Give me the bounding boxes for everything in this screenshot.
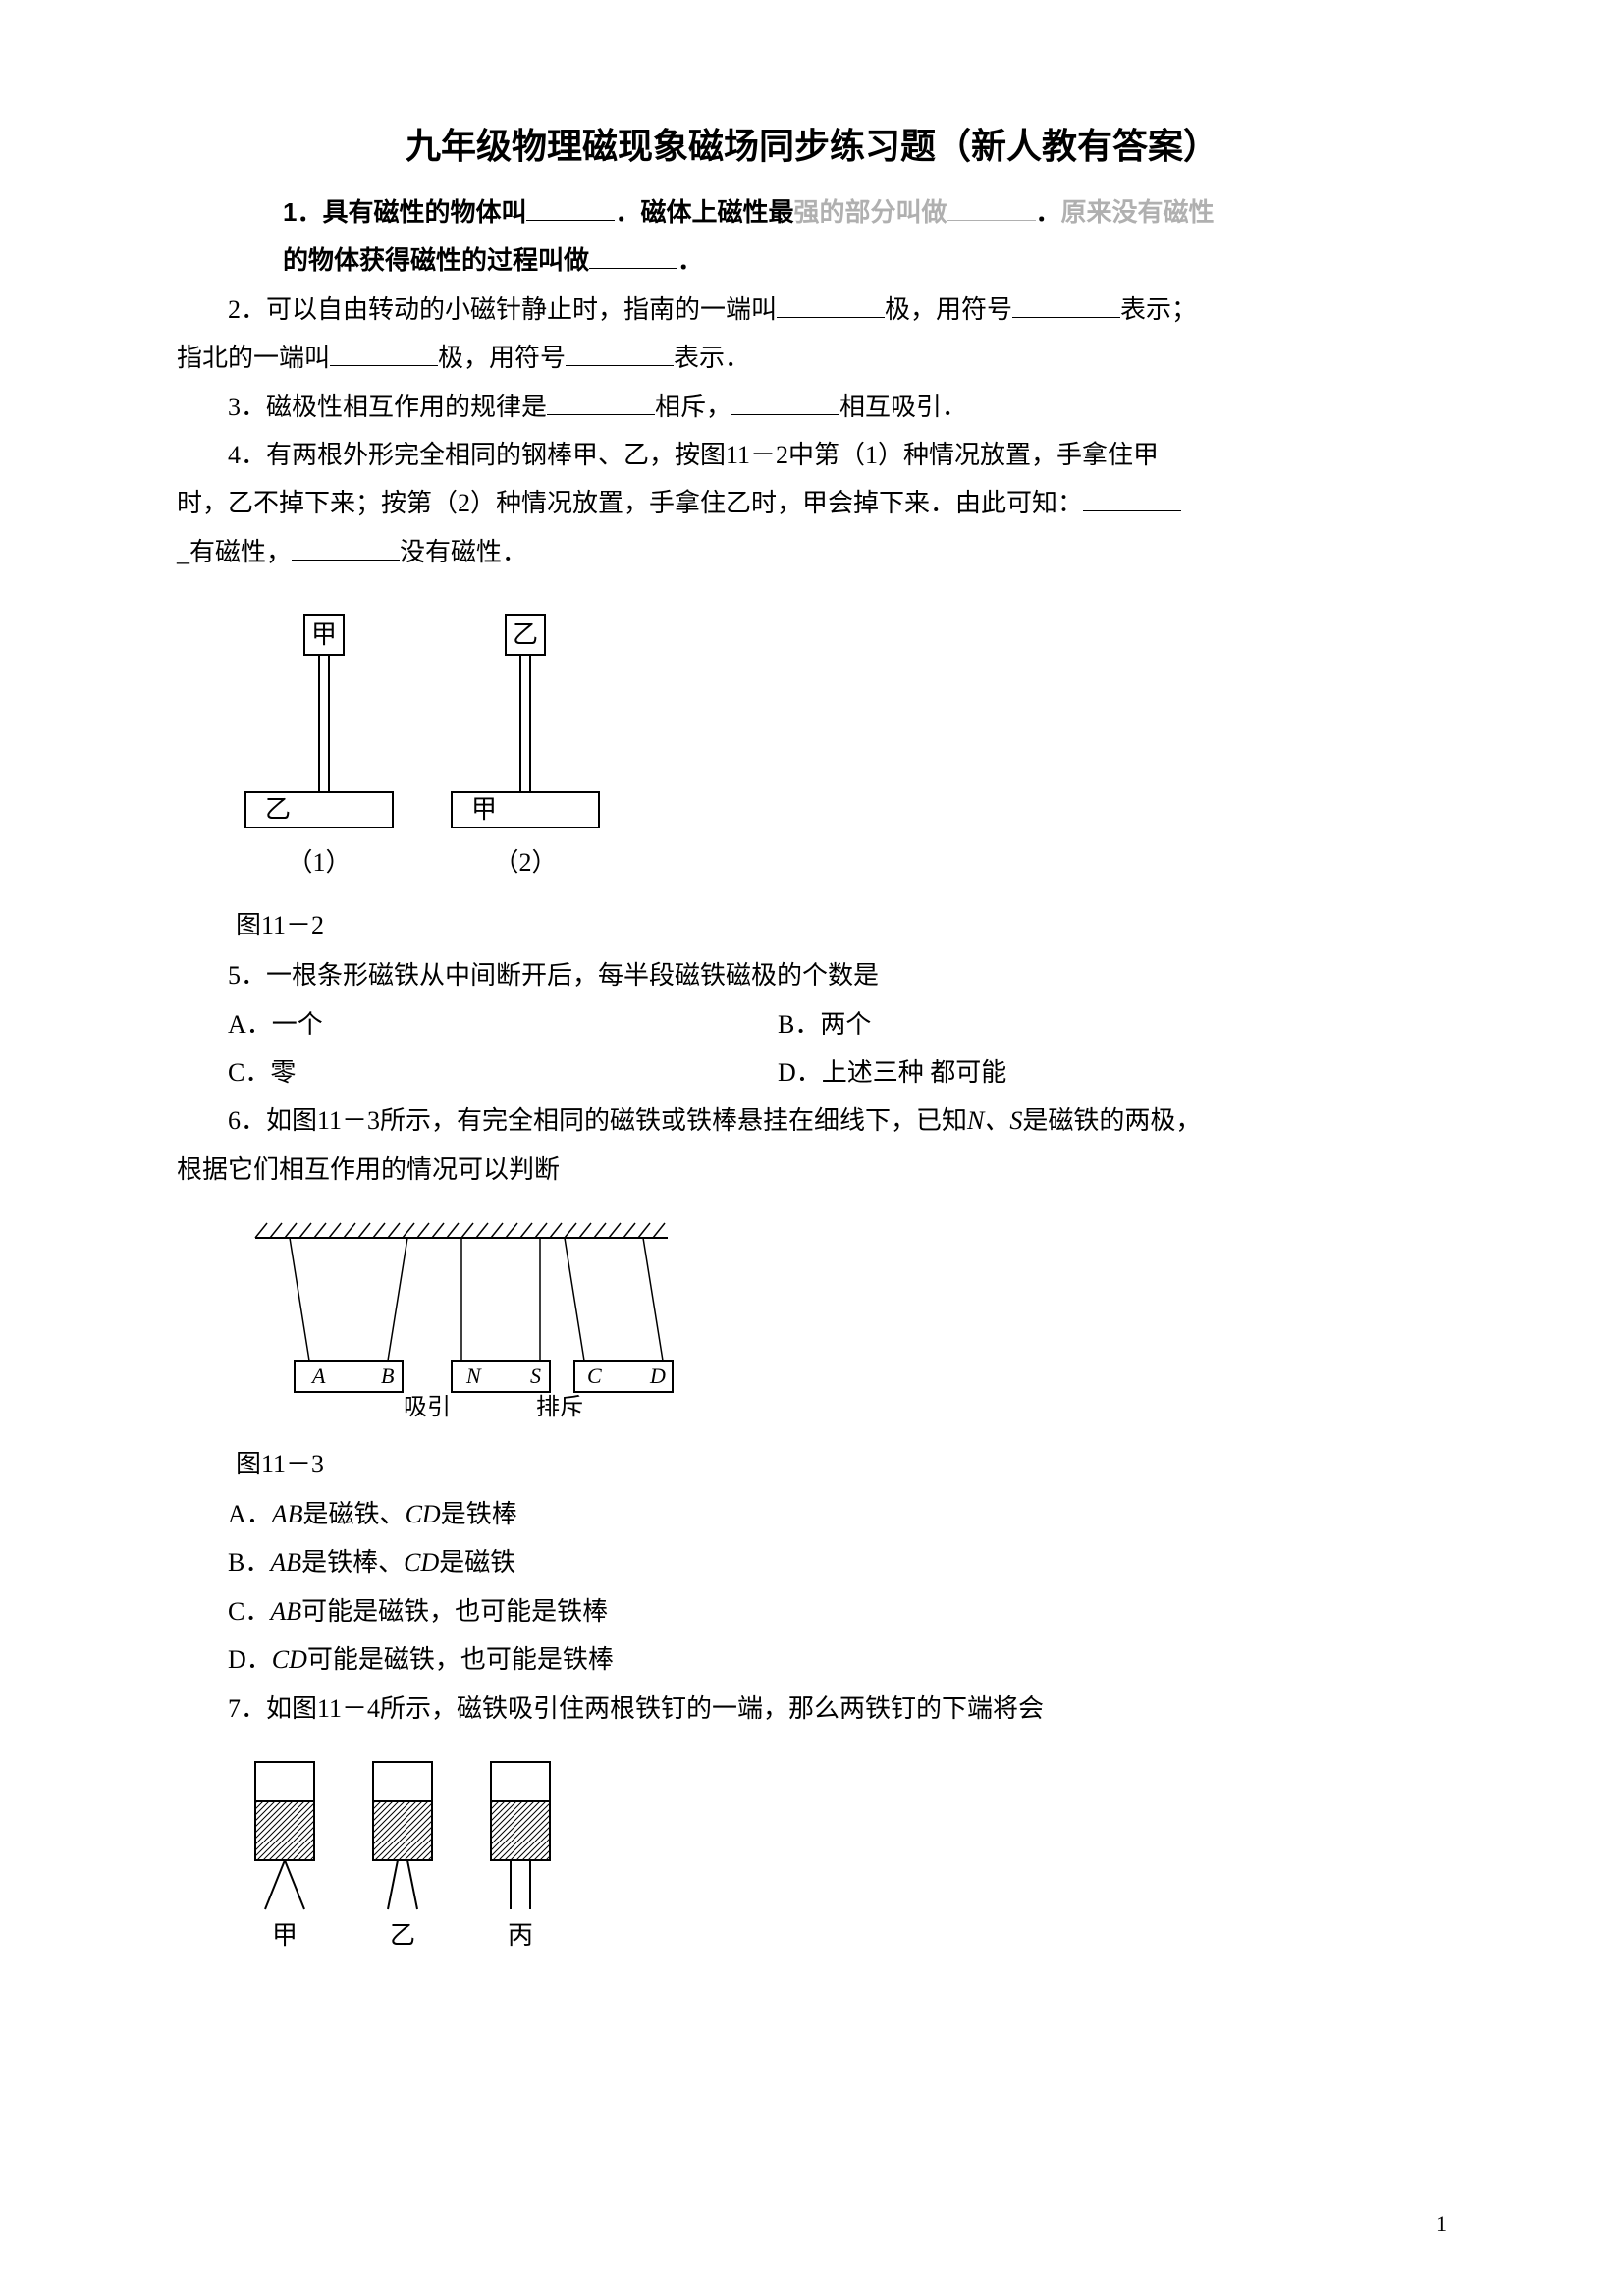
q6-optA: A．AB是磁铁、CD是铁棒 bbox=[177, 1490, 1447, 1538]
opt-text: 是铁棒 bbox=[441, 1500, 517, 1528]
q1-gray-text: 强的部分叫做 bbox=[793, 197, 947, 227]
q2-blank4 bbox=[566, 340, 674, 366]
q4-text: 4．有两根外形完全相同的钢棒甲、乙，按图11－2中第（1）种情况放置，手拿住甲 bbox=[177, 431, 1159, 479]
opt-text: 可能是磁铁，也可能是铁棒 bbox=[301, 1597, 608, 1626]
svg-text:A: A bbox=[310, 1363, 326, 1388]
q2-text: 极，用符号 bbox=[885, 295, 1012, 324]
svg-text:甲: 甲 bbox=[272, 1921, 298, 1949]
q2-blank2 bbox=[1012, 292, 1120, 318]
opt-text: CD bbox=[406, 1500, 441, 1528]
opt-text: A． bbox=[228, 1500, 272, 1528]
figure-11-3: A B N S C D 吸引 排斥 bbox=[236, 1213, 1447, 1434]
q2-text: 表示． bbox=[674, 344, 750, 372]
figure-11-3-caption: 图11－3 bbox=[236, 1444, 1447, 1480]
q3-text: 相斥， bbox=[655, 393, 731, 421]
question-6: 6．如图11－3所示，有完全相同的磁铁或铁棒悬挂在细线下，已知N、S是磁铁的两极… bbox=[177, 1096, 1447, 1194]
q4-text: 时，乙不掉下来；按第（2）种情况放置，手拿住乙时，甲会掉下来．由此可知： bbox=[177, 489, 1083, 517]
opt-text: AB bbox=[270, 1597, 301, 1626]
svg-text:丙: 丙 bbox=[508, 1921, 533, 1949]
fig1-label-jia: 甲 bbox=[311, 620, 337, 649]
opt-text: CD bbox=[404, 1548, 439, 1576]
fig1-label-2: （2） bbox=[493, 848, 557, 877]
q2-text: 2．可以自由转动的小磁针静止时，指南的一端叫 bbox=[177, 286, 777, 334]
opt-text: AB bbox=[272, 1500, 303, 1528]
question-3: 3．磁极性相互作用的规律是 相斥， 相互吸引． bbox=[177, 383, 1447, 431]
q2-blank3 bbox=[330, 340, 438, 366]
q2-text: 表示； bbox=[1120, 295, 1197, 324]
q1-blank1 bbox=[526, 194, 615, 221]
q1-text: 1．具有磁性的物体叫 bbox=[283, 197, 526, 227]
q6-text: 6．如图11－3所示，有完全相同的磁铁或铁棒悬挂在细线下，已知 bbox=[177, 1096, 967, 1145]
svg-text:B: B bbox=[381, 1363, 394, 1388]
svg-text:乙: 乙 bbox=[390, 1921, 415, 1949]
q2-blank1 bbox=[777, 292, 885, 318]
q2-text: 极，用符号 bbox=[438, 344, 566, 372]
figure-11-2-caption: 图11－2 bbox=[236, 905, 1447, 941]
q4-text: _ bbox=[177, 538, 189, 566]
figure-11-4: 甲 乙 丙 bbox=[236, 1752, 1447, 1963]
q5-optB: B．两个 bbox=[778, 1000, 1447, 1048]
q4-blank2 bbox=[292, 534, 400, 561]
opt-text: C． bbox=[228, 1597, 270, 1626]
q6-text: N、S bbox=[967, 1106, 1022, 1135]
q1-text: ． bbox=[1036, 197, 1061, 227]
opt-text: 是磁铁、 bbox=[303, 1500, 406, 1528]
fig1-label-yi: 乙 bbox=[265, 795, 291, 824]
q1-blank2 bbox=[947, 194, 1036, 221]
q3-blank2 bbox=[731, 389, 839, 415]
q2-text: 指北的一端叫 bbox=[177, 344, 330, 372]
fig1-label-1: （1） bbox=[287, 848, 351, 877]
q6-options: A．AB是磁铁、CD是铁棒 B．AB是铁棒、CD是磁铁 C．AB可能是磁铁，也可… bbox=[177, 1490, 1447, 1684]
q5-options: A．一个 B．两个 C．零 D．上述三种 都可能 bbox=[177, 1000, 1447, 1097]
q1-blank3 bbox=[589, 242, 677, 269]
q6-text: 根据它们相互作用的情况可以判断 bbox=[177, 1155, 560, 1184]
svg-text:S: S bbox=[530, 1363, 541, 1388]
q3-blank1 bbox=[547, 389, 655, 415]
q5-optD: D．上述三种 都可能 bbox=[778, 1048, 1447, 1096]
q3-text: 3．磁极性相互作用的规律是 bbox=[177, 383, 547, 431]
svg-text:吸引: 吸引 bbox=[404, 1394, 451, 1420]
opt-text: 可能是磁铁，也可能是铁棒 bbox=[307, 1645, 614, 1674]
opt-text: 是磁铁 bbox=[439, 1548, 515, 1576]
q6-optB: B．AB是铁棒、CD是磁铁 bbox=[177, 1538, 1447, 1586]
opt-text: 是铁棒、 bbox=[301, 1548, 404, 1576]
opt-text: AB bbox=[270, 1548, 301, 1576]
figure-11-2: 甲 乙 （1） 乙 甲 （2） bbox=[236, 596, 1447, 895]
opt-text: D． bbox=[228, 1645, 272, 1674]
q6-optD: D．CD可能是磁铁，也可能是铁棒 bbox=[177, 1635, 1447, 1683]
question-5: 5．一根条形磁铁从中间断开后，每半段磁铁磁极的个数是 bbox=[177, 951, 1447, 999]
opt-text: B． bbox=[228, 1548, 270, 1576]
q5-optC: C．零 bbox=[177, 1048, 778, 1096]
opt-text: CD bbox=[272, 1645, 307, 1674]
q4-text: 没有磁性． bbox=[400, 538, 527, 566]
fig1-label-jia2: 甲 bbox=[471, 795, 497, 824]
q1-text: ． bbox=[677, 245, 703, 275]
q1-text: 的物体获得磁性的过程叫做 bbox=[283, 245, 589, 275]
question-4: 4．有两根外形完全相同的钢棒甲、乙，按图11－2中第（1）种情况放置，手拿住甲 … bbox=[177, 431, 1447, 576]
svg-text:排斥: 排斥 bbox=[536, 1394, 583, 1420]
q6-optC: C．AB可能是磁铁，也可能是铁棒 bbox=[177, 1587, 1447, 1635]
q1-gray-text: 原来没有磁性 bbox=[1061, 197, 1215, 227]
page-number: 1 bbox=[1436, 2212, 1447, 2237]
q4-blank1 bbox=[1083, 485, 1181, 511]
question-1: 1．具有磁性的物体叫．磁体上磁性最强的部分叫做．原来没有磁性 的物体获得磁性的过… bbox=[283, 188, 1447, 286]
svg-text:N: N bbox=[465, 1363, 482, 1388]
fig1-label-yi2: 乙 bbox=[513, 620, 538, 649]
page-title: 九年级物理磁现象磁场同步练习题（新人教有答案） bbox=[177, 118, 1447, 169]
svg-text:D: D bbox=[649, 1363, 666, 1388]
q4-text: 有磁性， bbox=[189, 538, 292, 566]
question-7: 7．如图11－4所示，磁铁吸引住两根铁钉的一端，那么两铁钉的下端将会 bbox=[177, 1684, 1447, 1733]
q6-text: 是磁铁的两极， bbox=[1022, 1106, 1201, 1135]
question-2: 2．可以自由转动的小磁针静止时，指南的一端叫极，用符号表示； 指北的一端叫极，用… bbox=[177, 286, 1447, 383]
q3-text: 相互吸引． bbox=[839, 393, 967, 421]
q5-optA: A．一个 bbox=[177, 1000, 778, 1048]
svg-text:C: C bbox=[587, 1363, 602, 1388]
q1-text: ．磁体上磁性最 bbox=[615, 197, 793, 227]
